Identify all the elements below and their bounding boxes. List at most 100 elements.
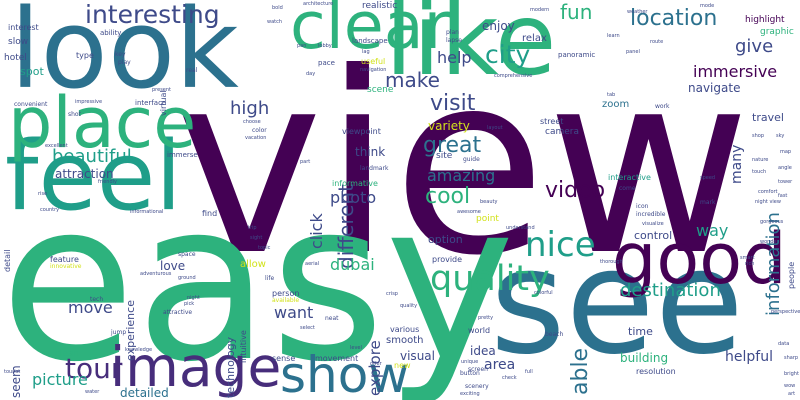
word-available: available: [272, 297, 300, 304]
word-interactive: interactive: [608, 173, 651, 182]
word-rich: rich: [745, 261, 755, 267]
word-variety: variety: [428, 119, 470, 133]
word-provide: provide: [432, 255, 463, 264]
word-come: come: [619, 185, 636, 192]
word-give: give: [735, 36, 774, 57]
word-night: night: [187, 295, 200, 301]
word-interesting: interesting: [85, 0, 220, 29]
word-lag: lag: [362, 49, 370, 55]
word-work: work: [655, 103, 670, 110]
word-watch: watch: [267, 19, 283, 25]
word-quality-small: quality: [400, 303, 418, 309]
word-vacation: vacation: [245, 135, 267, 141]
word-bold: bold: [272, 5, 283, 11]
word-neat: neat: [325, 315, 339, 322]
word-great: great: [423, 133, 482, 158]
word-wonder: wonder: [760, 239, 779, 245]
word-panel: panel: [626, 49, 640, 55]
word-thorough: thorough: [600, 259, 623, 265]
word-many: many: [729, 145, 745, 185]
word-angle: angle: [778, 165, 792, 171]
word-able: able: [568, 348, 593, 396]
word-idea: idea: [470, 344, 496, 358]
word-sharp: sharp: [784, 355, 799, 361]
word-allow: allow: [240, 259, 266, 270]
word-feel: feel: [5, 122, 182, 232]
word-camera: camera: [545, 127, 579, 137]
word-look: look: [10, 0, 239, 113]
word-immersive: immersive: [693, 62, 778, 81]
word-like: like: [385, 0, 557, 98]
word-control: control: [634, 229, 673, 242]
word-good: good: [612, 218, 787, 300]
word-awesome: awesome: [457, 209, 481, 215]
word-water: water: [85, 389, 100, 395]
word-life: life: [265, 275, 275, 282]
word-tourist: tourist: [4, 369, 21, 375]
word-smart: smart: [740, 255, 755, 261]
word-mark: mark: [700, 199, 716, 206]
word-movement: movement: [315, 354, 359, 363]
word-slow: slow: [8, 37, 29, 47]
word-clear: clear: [290, 0, 451, 64]
word-high: high: [230, 98, 270, 119]
word-comprehensive: comprehensive: [494, 73, 533, 79]
word-day: day: [306, 71, 316, 77]
word-zoom: zoom: [602, 99, 630, 110]
word-button: button: [460, 370, 480, 377]
word-useful: useful: [361, 57, 386, 66]
word-picture: picture: [32, 370, 88, 389]
word-layout: layout: [487, 125, 503, 131]
word-tour: tour: [65, 352, 123, 385]
word-show: show: [280, 346, 410, 400]
word-level: level: [350, 345, 362, 351]
word-building: building: [620, 351, 669, 365]
word-bright: bright: [784, 371, 799, 377]
word-guide: guide: [463, 156, 480, 163]
word-destination: destination: [620, 280, 721, 301]
word-easy: easy: [0, 154, 515, 400]
word-pan: pan: [297, 43, 307, 49]
word-innovative: innovative: [50, 263, 82, 270]
word-feature: feature: [50, 255, 79, 264]
word-way: way: [696, 221, 729, 240]
word-full: full: [525, 369, 533, 375]
word-impressive: impressive: [75, 99, 103, 105]
word-lapse: lapse: [446, 37, 462, 44]
word-street: street: [540, 117, 564, 126]
word-pace: pace: [318, 59, 335, 67]
word-select: select: [300, 325, 315, 331]
word-icon: icon: [636, 203, 649, 210]
word-visual: visual: [400, 349, 435, 363]
word-type: type: [76, 51, 94, 60]
word-detail: detail: [3, 250, 12, 273]
word-beauty: beauty: [480, 199, 498, 205]
word-area: area: [484, 357, 516, 373]
word-adventurous: adventurous: [140, 271, 172, 277]
word-fast: fast: [778, 193, 788, 199]
word-beautiful: beautiful: [52, 146, 132, 167]
word-time: time: [628, 325, 653, 338]
word-want: want: [274, 303, 314, 322]
word-key: key: [115, 51, 126, 58]
word-make: make: [385, 68, 440, 92]
word-art: art: [788, 391, 796, 397]
word-jump: jump: [111, 329, 127, 336]
word-ground: ground: [178, 275, 196, 281]
word-panoramic: panoramic: [558, 51, 596, 59]
word-detailed: detailed: [120, 386, 169, 400]
word-perspective: perspective: [771, 309, 800, 315]
word-photo: photo: [330, 188, 377, 207]
word-attractive: attractive: [163, 309, 193, 316]
word-city: city: [485, 40, 531, 69]
word-clean: clean: [55, 349, 80, 359]
word-option: option: [428, 233, 463, 246]
word-comfort: comfort: [758, 189, 778, 195]
word-touch: touch: [752, 169, 767, 175]
word-tech: tech: [90, 296, 104, 303]
word-tab: tab: [607, 92, 616, 98]
word-colorful: colorful: [534, 290, 553, 296]
word-landscape: landscape: [352, 37, 388, 45]
word-wow: wow: [784, 383, 796, 389]
